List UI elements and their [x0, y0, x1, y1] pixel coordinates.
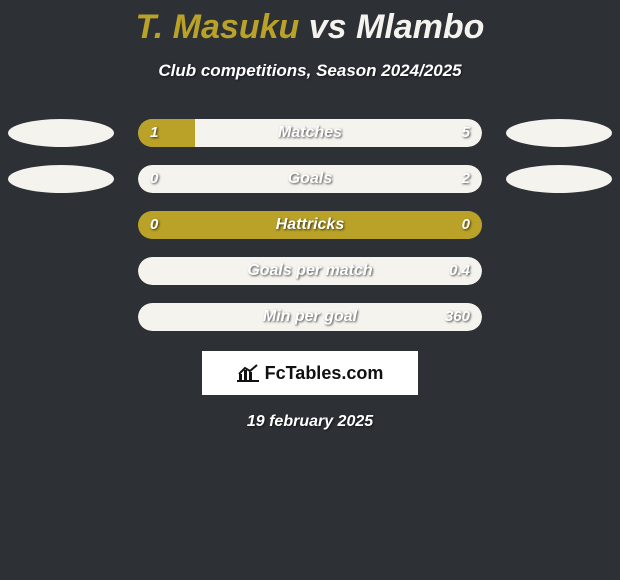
footer-date: 19 february 2025: [0, 413, 620, 431]
stat-label: Goals per match: [138, 257, 482, 285]
stat-row: 00Hattricks: [0, 211, 620, 239]
player2-marker: [506, 119, 612, 147]
stat-label: Min per goal: [138, 303, 482, 331]
stat-row: 360Min per goal: [0, 303, 620, 331]
player2-marker: [506, 165, 612, 193]
player1-name: T. Masuku: [136, 8, 300, 46]
stat-row: 15Matches: [0, 119, 620, 147]
page-title: T. Masuku vs Mlambo: [0, 0, 620, 47]
stat-label: Matches: [138, 119, 482, 147]
chart-icon: [237, 364, 259, 382]
stats-rows: 15Matches 02Goals 00Hattricks 0.4Goals per …: [0, 119, 620, 331]
footer-logo: FcTables.com: [202, 351, 418, 395]
stat-row: 0.4Goals per match: [0, 257, 620, 285]
vs-text: vs: [299, 8, 356, 46]
player2-name: Mlambo: [356, 8, 484, 46]
subtitle: Club competitions, Season 2024/2025: [0, 61, 620, 81]
logo-text: FcTables.com: [265, 363, 384, 384]
player1-marker: [8, 119, 114, 147]
player1-marker: [8, 165, 114, 193]
stat-row: 02Goals: [0, 165, 620, 193]
stat-label: Goals: [138, 165, 482, 193]
stat-label: Hattricks: [138, 211, 482, 239]
